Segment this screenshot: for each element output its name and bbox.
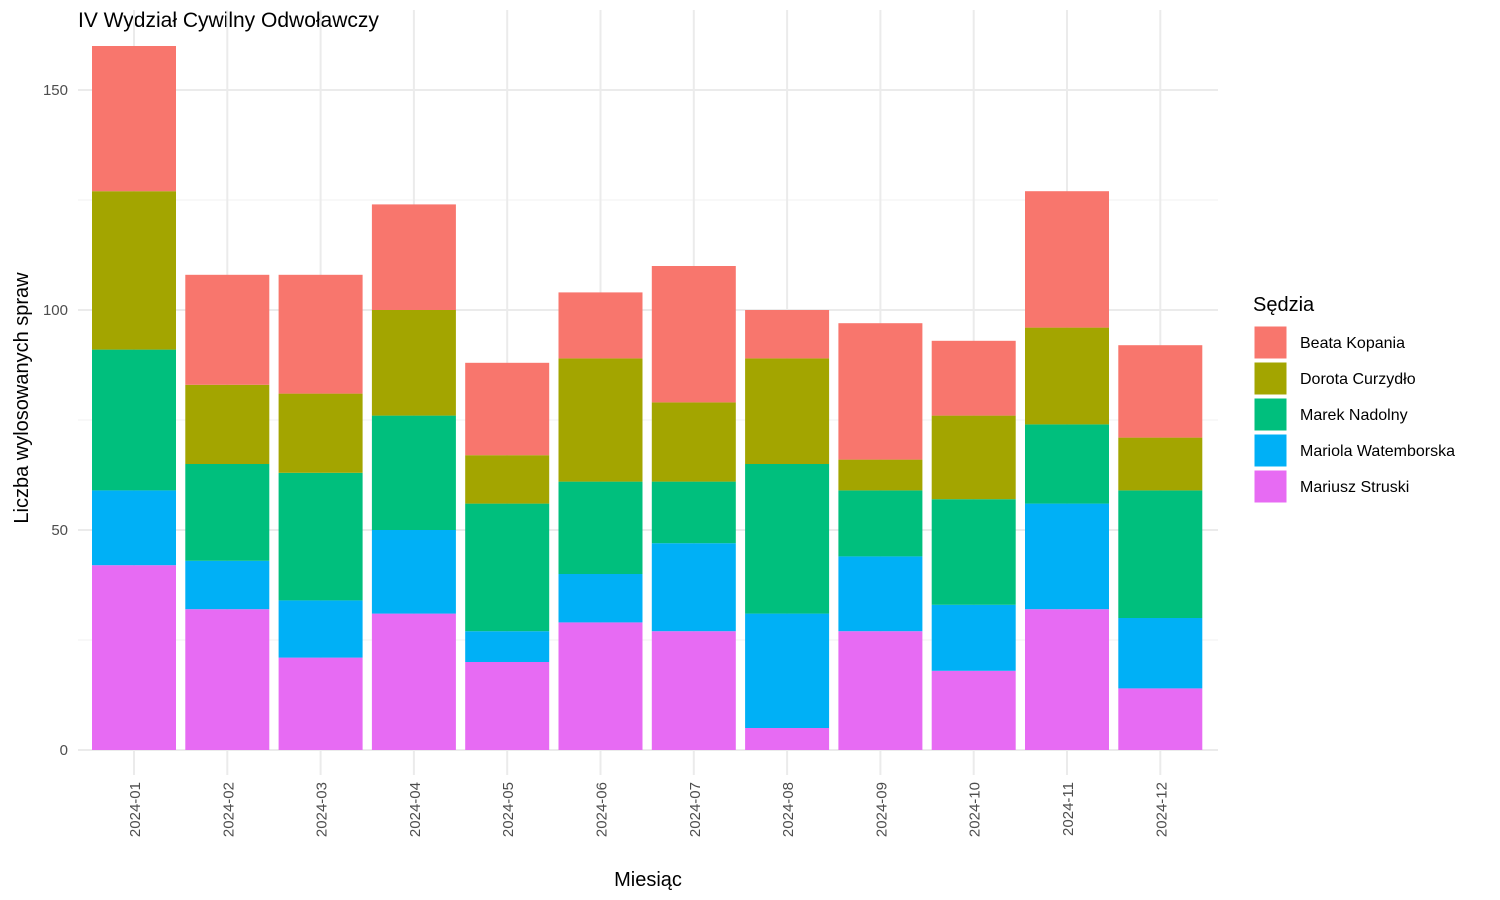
x-tick-label: 2024-12 [1153,782,1170,837]
legend-swatch [1253,325,1288,360]
bar-segment [1118,618,1203,689]
x-tick-label: 2024-04 [407,782,424,837]
bar-segment [838,556,923,632]
bar-segment [1025,503,1109,610]
x-axis-ticks: 2024-01 2024-02 2024-03 2024-04 2024-05 2024-… [127,782,1170,837]
bar-segment [185,274,270,385]
bar-segment [371,530,456,614]
x-tick-label: 2024-02 [220,782,237,837]
bar-segment [465,503,550,632]
bar-segment [745,310,830,359]
legend-swatch [1253,361,1288,396]
x-tick-label: 2024-03 [314,782,331,837]
x-tick-label: 2024-11 [1060,782,1077,836]
legend-title: Sędzia [1253,294,1315,316]
bar-segment [1118,345,1203,438]
bar-segment [371,204,456,310]
y-axis-title: Liczba wylosowanych spraw [11,272,33,524]
bar-segment [465,631,550,662]
bar-segment [558,481,643,574]
bar-segment [651,402,736,482]
bar-segment [931,670,1016,750]
y-tick-label: 50 [51,522,68,539]
bar-segment [558,292,643,359]
bar-segment [1025,191,1109,328]
x-tick-label: 2024-05 [500,782,517,837]
y-tick-label: 100 [43,302,68,319]
bar-segment [651,481,736,544]
bar-segment [1025,327,1109,425]
chart-title: IV Wydział Cywilny Odwoławczy [78,9,379,32]
legend-items: Beata Kopania Dorota Curzydło Marek Nadoln… [1253,325,1455,504]
bar-segment [931,499,1016,605]
bar-segment [838,323,923,460]
bar-segment [92,490,176,566]
bar-segment [278,472,363,601]
legend-label: Mariola Watemborska [1300,443,1455,460]
bar-segment [745,613,830,728]
bar-segment [185,560,270,610]
x-tick-label: 2024-09 [873,782,890,837]
x-axis-title: Miesiąc [614,869,682,891]
bar-segment [278,393,363,473]
y-axis-ticks: 0 50 100 150 [43,82,68,759]
legend-label: Beata Kopania [1300,335,1405,352]
bar-segment [931,415,1016,500]
bar-segment [92,46,176,192]
bar-segment [558,622,643,750]
x-tick-label: 2024-06 [594,782,611,837]
bar-segment [185,384,270,464]
bar-segment [92,191,176,350]
bar-segment [558,358,643,482]
bar-segment [185,464,270,561]
bar-segment [1118,688,1203,750]
legend-label: Marek Nadolny [1300,407,1408,424]
bar-segment [838,459,923,491]
bar-segment [278,274,363,394]
bar-segment [1025,424,1109,504]
bar-segment [371,613,456,750]
bar-segment [745,358,830,464]
legend-label: Mariusz Struski [1300,479,1409,496]
bar-segment [185,609,270,750]
bar-segment [92,565,176,750]
legend: Sędzia Beata Kopania Dorota Curzydło Marek… [1253,294,1455,504]
x-tick-label: 2024-01 [127,782,144,837]
bar-segment [745,728,830,750]
bar-segment [558,574,643,623]
bar-segment [1025,609,1109,750]
bar-segment [931,340,1016,416]
legend-swatch [1253,397,1288,432]
bar-segment [1118,490,1203,618]
bar-segment [278,600,363,658]
x-tick-label: 2024-08 [780,782,797,837]
bar-segment [651,631,736,750]
bar-segment [931,604,1016,671]
legend-swatch [1253,469,1288,504]
legend-label: Dorota Curzydło [1300,371,1416,388]
bar-segment [1118,437,1203,491]
bar-segment [745,464,830,614]
bar-segment [651,543,736,632]
bar-segment [371,310,456,416]
legend-swatch [1253,433,1288,468]
bar-segment [92,349,176,491]
bar-segment [465,662,550,750]
bar-segment [838,631,923,750]
y-tick-label: 0 [60,742,68,759]
bar-segment [651,266,736,403]
bar-segment [465,362,550,456]
bar-segment [371,415,456,530]
bar-segment [278,657,363,750]
y-tick-label: 150 [43,82,68,99]
bars-layer [92,46,1203,750]
x-tick-label: 2024-10 [967,782,984,837]
x-tick-label: 2024-07 [687,782,704,837]
bar-segment [465,455,550,504]
bar-segment [838,490,923,557]
